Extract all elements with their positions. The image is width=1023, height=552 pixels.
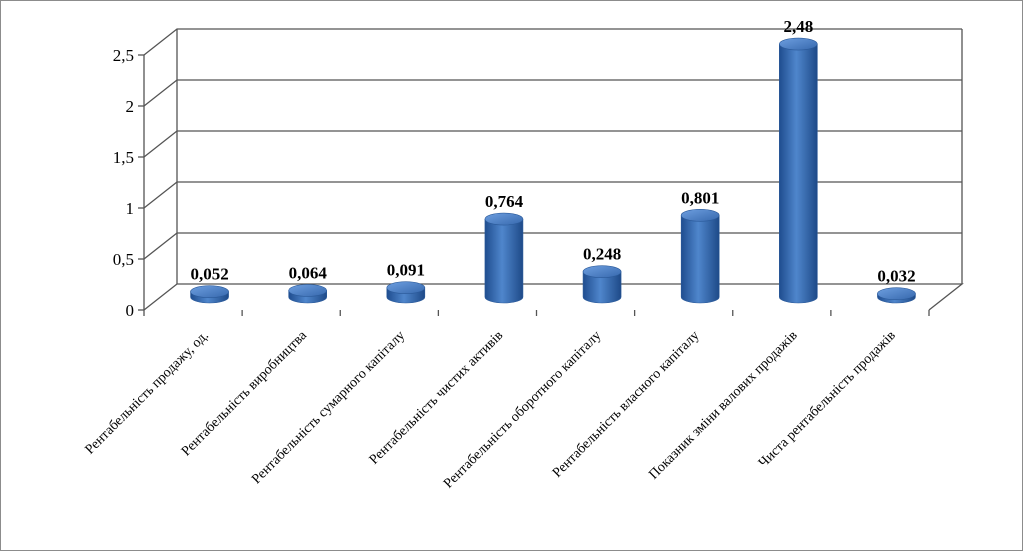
gridline	[143, 181, 962, 209]
data-label: 0,032	[877, 267, 915, 286]
y-tick-label: 2,5	[113, 46, 134, 65]
bar-top	[190, 285, 229, 298]
bar	[779, 37, 818, 304]
gridline	[143, 232, 962, 260]
bar-top	[680, 208, 720, 222]
y-tick-label: 0	[126, 301, 135, 320]
bar	[386, 281, 426, 304]
bar-body	[582, 271, 622, 304]
data-label: 0,052	[190, 265, 228, 284]
y-tick-label: 1,5	[113, 148, 134, 167]
gridline	[143, 130, 962, 158]
bar-top	[582, 265, 622, 279]
bar-body	[779, 43, 818, 304]
gridline	[143, 28, 962, 56]
bar	[288, 284, 327, 304]
y-tick-label: 2	[126, 97, 135, 116]
bar-body	[680, 214, 720, 304]
y-tick-label: 1	[126, 199, 135, 218]
bar-top	[779, 37, 818, 51]
bar-top	[288, 284, 327, 297]
data-label: 0,764	[485, 192, 524, 211]
bar	[190, 285, 229, 304]
data-label: 0,801	[681, 188, 719, 207]
data-label: 0,091	[387, 261, 425, 280]
data-label: 0,064	[289, 263, 328, 282]
bar	[680, 208, 720, 304]
bar-top	[877, 287, 916, 301]
bar	[484, 212, 524, 304]
y-tick-label: 0,5	[113, 250, 134, 269]
bar	[582, 265, 622, 304]
category-label: Рентабельність оборотного капіталу	[441, 328, 604, 491]
bar-top	[386, 281, 426, 295]
bar-top	[484, 212, 524, 226]
gridline	[143, 79, 962, 107]
category-label: Рентабельність сумарного капіталу	[249, 328, 408, 487]
data-label: 0,248	[583, 245, 621, 264]
chart-floor	[143, 283, 964, 311]
bar-body	[484, 218, 524, 304]
bar	[877, 287, 916, 304]
data-label: 2,48	[783, 17, 813, 36]
